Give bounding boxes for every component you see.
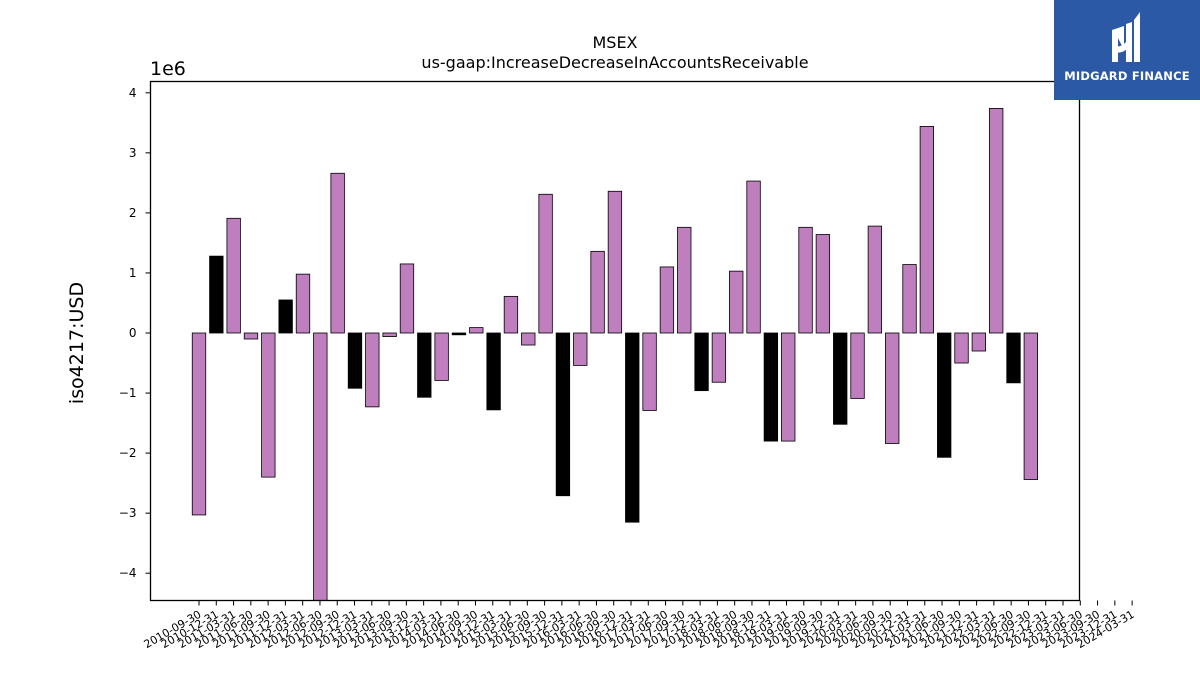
y-tick-label: 4 (129, 86, 137, 100)
bar (971, 332, 986, 352)
bar (555, 332, 571, 497)
bar (209, 255, 224, 334)
bar (885, 332, 900, 444)
bar (798, 226, 813, 334)
bar (243, 332, 259, 340)
y-tick-label: 3 (129, 146, 137, 160)
bar (815, 234, 831, 334)
y-tick-label: 1 (129, 266, 137, 280)
bar (191, 332, 207, 516)
bar (226, 217, 241, 334)
bar (313, 332, 328, 601)
bar (919, 126, 935, 334)
y-tick-label: −4 (119, 566, 137, 580)
bar (1006, 332, 1021, 384)
y-tick-label: 2 (129, 206, 137, 220)
bar (781, 332, 796, 442)
bar (937, 332, 952, 458)
bar (590, 250, 605, 334)
bar (850, 332, 865, 399)
bar (573, 332, 588, 366)
y-tick-label: −3 (119, 506, 137, 520)
bar (746, 180, 761, 334)
y-tick-label: −1 (119, 386, 137, 400)
bar (347, 332, 363, 389)
bar (469, 327, 484, 334)
bar (503, 295, 519, 334)
bar (538, 193, 553, 334)
plot-frame (149, 80, 1081, 602)
bar (729, 270, 744, 334)
bar (451, 332, 467, 336)
bar (1023, 332, 1038, 480)
bar (625, 332, 640, 523)
y-axis-label: iso4217:USD (66, 282, 88, 404)
bar (867, 225, 883, 334)
bar (833, 332, 848, 425)
x-ticks-group: 2010-09-302010-12-312011-03-312011-06-30… (142, 600, 1137, 651)
bar (295, 273, 311, 334)
y-ticks-group: −4 −3 −2 −1 0 1 2 3 4 (119, 86, 151, 580)
y-tick-label: −2 (119, 446, 137, 460)
bar (399, 263, 415, 334)
bar (677, 226, 692, 334)
bar (261, 332, 276, 478)
bar (763, 332, 779, 442)
bars-group (191, 108, 1038, 601)
y-tick-label: 0 (129, 326, 137, 340)
bar (902, 264, 917, 334)
y-axis-offset-label: 1e6 (150, 58, 186, 80)
bar (365, 332, 380, 408)
bar (954, 332, 969, 364)
bar (278, 299, 293, 334)
logo-text: MIDGARD FINANCE (1064, 69, 1190, 83)
bar (642, 332, 657, 411)
brand-logo: MIDGARD FINANCE (1054, 0, 1200, 100)
bar (659, 266, 675, 334)
chart-subtitle: us-gaap:IncreaseDecreaseInAccountsReceiv… (421, 53, 808, 72)
bar (607, 190, 623, 334)
bar (711, 332, 727, 383)
bar (382, 332, 397, 337)
bar (989, 108, 1004, 334)
bar (486, 332, 501, 411)
logo-mark-icon (1112, 12, 1140, 62)
chart-title: MSEX (592, 33, 637, 52)
bar (521, 332, 536, 346)
bar (330, 172, 345, 334)
bar (694, 332, 709, 392)
bar (417, 332, 432, 398)
bar (434, 332, 449, 381)
